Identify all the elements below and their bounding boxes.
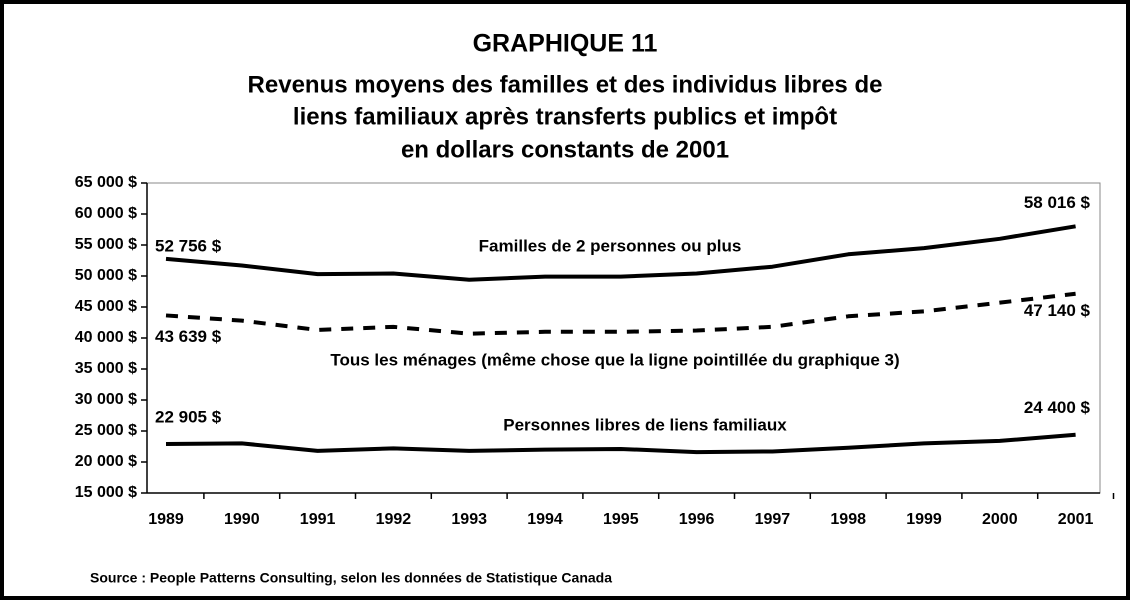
y-tick-label: 20 000 $ <box>75 453 137 470</box>
series-line <box>165 432 1076 455</box>
chart-subtitle: en dollars constants de 2001 <box>401 136 729 163</box>
x-tick-label: 1989 <box>148 511 184 528</box>
chart-subtitle: liens familiaux après transferts publics… <box>293 103 837 130</box>
y-tick-label: 35 000 $ <box>75 360 137 377</box>
data-label: 43 639 $ <box>155 327 222 346</box>
x-tick-label: 1994 <box>527 511 563 528</box>
x-tick-label: 1992 <box>376 511 412 528</box>
y-tick-label: 30 000 $ <box>75 391 137 408</box>
data-label: 22 905 $ <box>155 407 222 426</box>
x-tick-label: 1990 <box>224 511 260 528</box>
y-tick-label: 50 000 $ <box>75 267 137 284</box>
chart-title: GRAPHIQUE 11 <box>473 30 658 58</box>
y-tick-label: 60 000 $ <box>75 205 137 222</box>
series-label: Familles de 2 personnes ou plus <box>479 236 742 255</box>
x-tick-label: 1999 <box>906 511 942 528</box>
y-tick-label: 25 000 $ <box>75 422 137 439</box>
data-label: 52 756 $ <box>155 236 222 255</box>
source-note: Source : People Patterns Consulting, sel… <box>90 570 612 586</box>
x-tick-label: 1993 <box>451 511 487 528</box>
y-tick-label: 40 000 $ <box>75 329 137 346</box>
x-tick-label: 1996 <box>679 511 715 528</box>
x-tick-label: 1998 <box>830 511 866 528</box>
data-label: 47 140 $ <box>1024 301 1091 320</box>
series-line <box>165 224 1076 282</box>
series-label: Tous les ménages (même chose que la lign… <box>330 350 899 369</box>
y-tick-label: 45 000 $ <box>75 298 137 315</box>
y-tick-label: 55 000 $ <box>75 236 137 253</box>
x-tick-label: 2000 <box>982 511 1018 528</box>
x-tick-label: 1991 <box>300 511 336 528</box>
chart-subtitle: Revenus moyens des familles et des indiv… <box>248 71 883 98</box>
series-line <box>165 291 1076 336</box>
series-label: Personnes libres de liens familiaux <box>503 415 787 434</box>
x-tick-label: 1997 <box>755 511 791 528</box>
data-label: 58 016 $ <box>1024 193 1091 212</box>
x-tick-label: 1995 <box>603 511 639 528</box>
x-tick-label: 2001 <box>1058 511 1094 528</box>
data-label: 24 400 $ <box>1024 398 1091 417</box>
y-tick-label: 65 000 $ <box>75 174 137 191</box>
y-tick-label: 15 000 $ <box>75 484 137 501</box>
